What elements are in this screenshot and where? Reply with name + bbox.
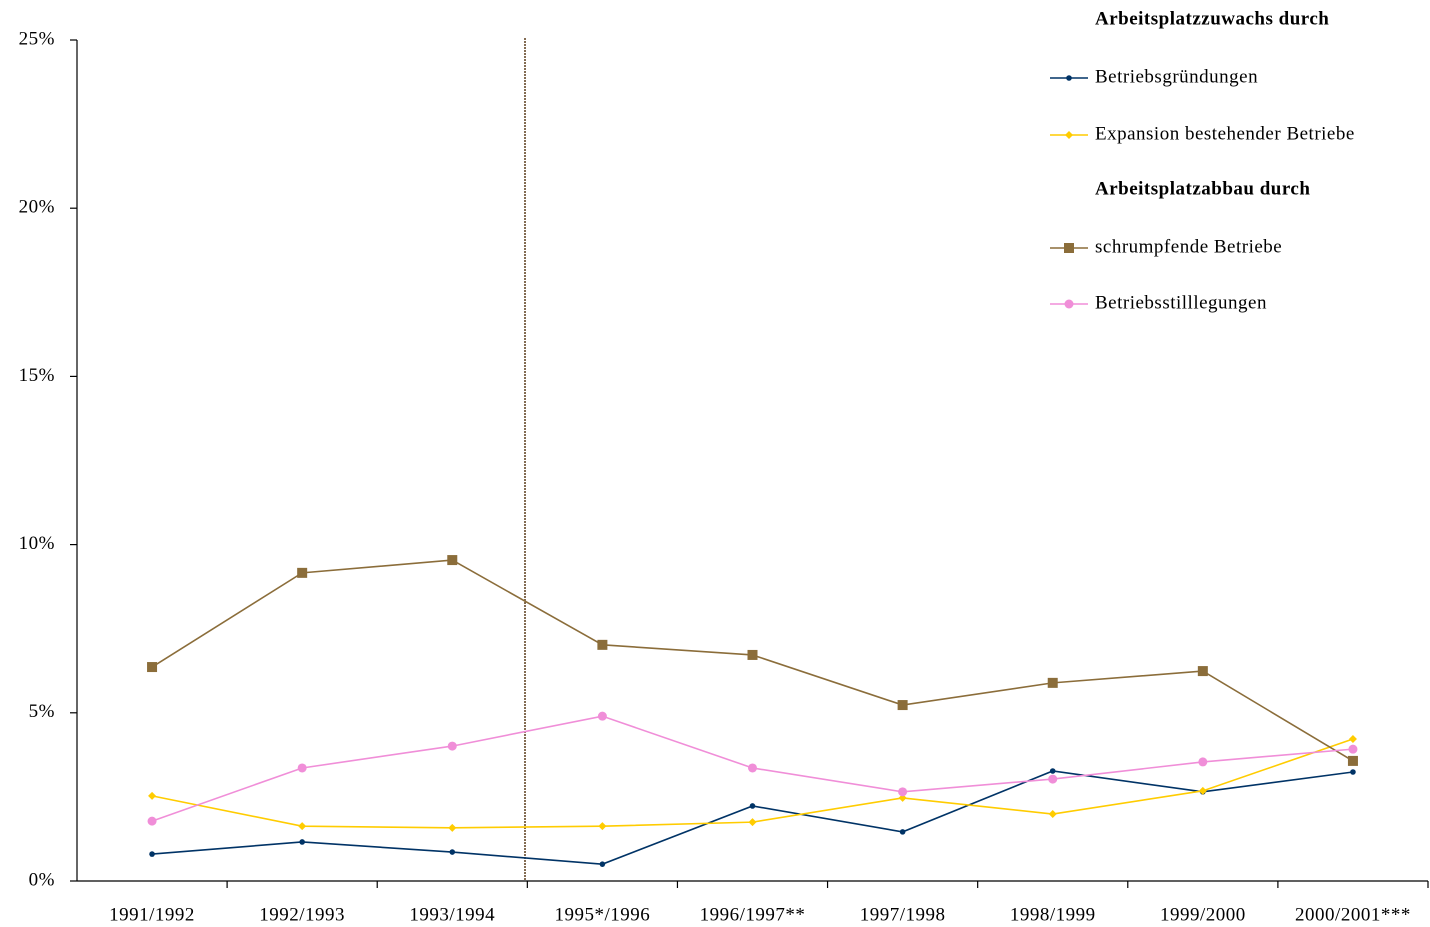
x-tick-label: 1996/1997** (700, 904, 806, 925)
x-tick-label: 1991/1992 (109, 904, 195, 925)
marker (297, 567, 308, 578)
marker (1350, 769, 1356, 775)
marker (299, 839, 305, 845)
marker (1347, 755, 1358, 766)
marker (897, 700, 908, 711)
marker (449, 849, 456, 855)
marker (1047, 677, 1058, 688)
legend-heading: Arbeitsplatzzuwachs durch (1095, 8, 1329, 29)
marker (597, 711, 607, 721)
marker (1049, 768, 1056, 774)
series-line (151, 559, 1354, 762)
marker (1198, 757, 1208, 767)
marker (1197, 666, 1208, 677)
x-tick-label: 1992/1993 (259, 904, 345, 925)
marker (899, 829, 906, 835)
legend-marker (1066, 75, 1072, 81)
marker (148, 791, 157, 800)
legend-label: Betriebsstilllegungen (1095, 292, 1267, 313)
marker (1048, 810, 1057, 819)
marker (898, 787, 908, 797)
marker (447, 555, 458, 566)
legend-label: Betriebsgründungen (1095, 66, 1258, 87)
marker (147, 662, 158, 673)
marker (748, 763, 757, 773)
series-line (151, 738, 1354, 829)
y-tick-label: 25% (19, 28, 55, 49)
marker (1348, 735, 1357, 744)
marker (1198, 786, 1207, 795)
legend-marker (1064, 299, 1074, 309)
x-tick-label: 2000/2001*** (1295, 904, 1411, 925)
x-tick-label: 1998/1999 (1010, 904, 1096, 925)
y-tick-label: 10% (19, 533, 55, 554)
marker (898, 793, 907, 802)
x-tick-label: 1993/1994 (409, 904, 495, 925)
legend-marker (1064, 243, 1074, 253)
x-tick-label: 1997/1998 (860, 904, 946, 925)
legend-label: Expansion bestehender Betriebe (1095, 123, 1355, 144)
legend-marker (1065, 131, 1073, 139)
x-tick-label: 1999/2000 (1160, 904, 1246, 925)
marker (1048, 774, 1058, 784)
marker (599, 861, 606, 867)
marker (749, 803, 756, 809)
marker (147, 816, 157, 826)
y-tick-label: 0% (29, 869, 55, 890)
legend-label: schrumpfende Betriebe (1095, 236, 1282, 257)
y-tick-label: 15% (19, 365, 55, 386)
marker (448, 823, 457, 832)
series-line (151, 770, 1354, 865)
marker (149, 851, 155, 857)
marker (447, 741, 457, 751)
marker (1348, 744, 1358, 754)
marker (747, 649, 758, 660)
marker (597, 639, 608, 650)
y-tick-label: 5% (29, 701, 55, 722)
y-tick-label: 20% (19, 197, 55, 218)
marker (297, 763, 307, 773)
x-tick-label: 1995*/1996 (554, 904, 650, 925)
marker (298, 822, 307, 831)
legend-heading: Arbeitsplatzabbau durch (1095, 178, 1310, 199)
marker (748, 818, 757, 827)
marker (598, 822, 607, 831)
